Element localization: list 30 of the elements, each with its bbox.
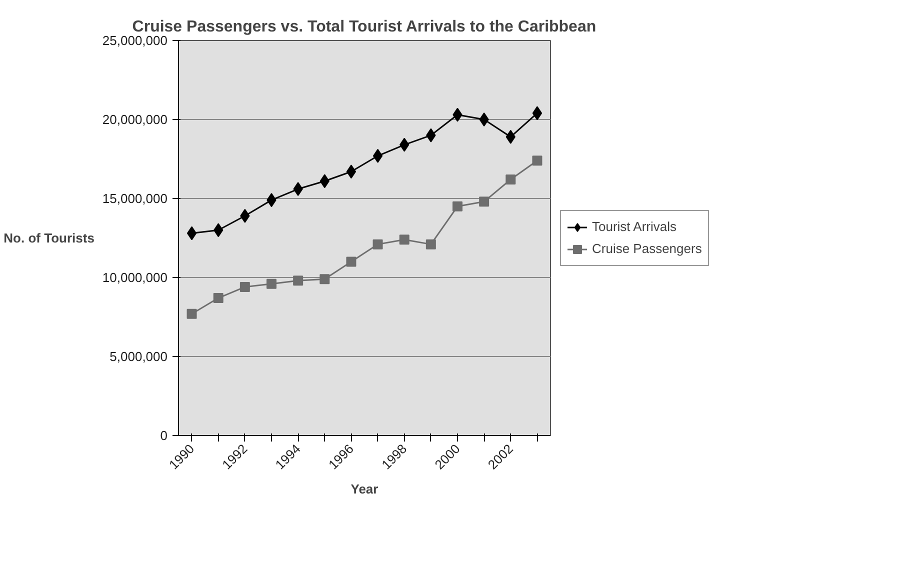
- y-tick-label: 15,000,000: [102, 191, 168, 206]
- point: [372, 148, 383, 163]
- point: [346, 256, 356, 267]
- y-tick-label: 0: [160, 428, 168, 443]
- point: [186, 226, 197, 240]
- point: [452, 201, 462, 212]
- chart-title: Cruise Passengers vs. Total Tourist Arrivals to the Caribbean: [132, 18, 596, 36]
- legend-label: Tourist Arrivals: [592, 219, 677, 234]
- point: [186, 308, 197, 319]
- legend-label: Cruise Passengers: [592, 241, 702, 256]
- point: [506, 174, 516, 185]
- y-tick-label: 20,000,000: [102, 112, 168, 127]
- y-tick-label: 5,000,000: [110, 349, 168, 364]
- point: [532, 156, 542, 166]
- point: [479, 112, 489, 126]
- point: [320, 274, 330, 284]
- point: [266, 278, 276, 289]
- x-axis-title: Year: [350, 481, 378, 496]
- point: [532, 106, 542, 120]
- y-tick-label: 10,000,000: [102, 270, 168, 285]
- point: [399, 234, 410, 245]
- point: [479, 196, 490, 207]
- y-tick-label: 25,000,000: [102, 33, 168, 48]
- point: [213, 293, 224, 304]
- point: [293, 276, 304, 286]
- point: [426, 239, 436, 250]
- point: [372, 239, 383, 250]
- y-axis-title: No. of Tourists: [4, 230, 94, 246]
- point: [346, 164, 356, 179]
- point: [240, 282, 250, 292]
